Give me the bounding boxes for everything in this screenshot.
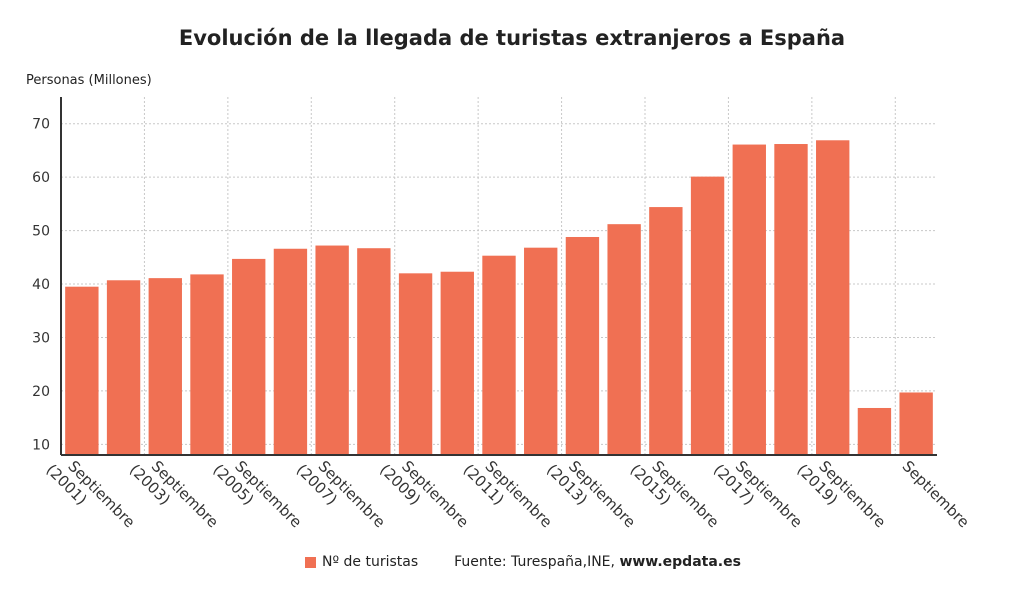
source-text: Fuente: Turespaña,INE, www.epdata.es: [454, 554, 741, 570]
x-tick-label: Septiembre(2009): [376, 448, 472, 544]
bar: [106, 280, 141, 455]
x-tick-label: Septiembre(2001): [43, 448, 139, 544]
x-tick-label: Septiembre(2013): [543, 448, 639, 544]
bar: [857, 407, 892, 455]
bar: [398, 273, 433, 455]
x-tick-label: Septiembre: [899, 457, 973, 531]
legend: Nº de turistas Fuente: Turespaña,INE, ww…: [305, 554, 741, 570]
y-tick-label: 70: [32, 117, 50, 133]
source-site: www.epdata.es: [619, 554, 741, 570]
x-tick-labels: Septiembre(2001) Septiembre(2003) Septiemb…: [43, 448, 973, 544]
bar: [899, 392, 933, 455]
bar: [440, 271, 474, 455]
x-tick-label: Septiembre(2017): [710, 448, 806, 544]
bar: [607, 224, 641, 455]
source-prefix: Fuente: Turespaña,INE,: [454, 554, 620, 570]
legend-label: Nº de turistas: [322, 554, 419, 570]
bars: [65, 140, 933, 456]
axes: [60, 97, 937, 456]
x-tick-line: Septiembre: [899, 457, 973, 531]
x-tick-label: Septiembre(2011): [460, 448, 556, 544]
bar: [524, 247, 558, 455]
y-tick-label: 40: [32, 277, 50, 293]
bar: [190, 274, 224, 455]
y-tick-labels: 10 20 30 40 50 60 70: [32, 117, 50, 454]
bar: [65, 286, 99, 455]
bar: [732, 144, 766, 455]
y-tick-label: 30: [32, 330, 50, 346]
bar: [357, 248, 391, 455]
bar: [565, 236, 600, 455]
y-tick-label: 10: [32, 437, 50, 453]
bar: [816, 140, 850, 456]
bar: [774, 144, 808, 456]
bar: [232, 258, 266, 455]
x-tick-label: Septiembre(2019): [793, 448, 889, 544]
bar: [482, 255, 516, 455]
chart-title: Evolución de la llegada de turistas extr…: [178, 26, 846, 50]
bar: [148, 278, 182, 455]
y-tick-label: 60: [32, 170, 50, 186]
y-tick-label: 50: [32, 224, 50, 240]
bar: [315, 245, 349, 455]
x-tick-label: Septiembre(2003): [126, 448, 222, 544]
y-axis-label: Personas (Millones): [26, 73, 152, 88]
bar: [649, 207, 683, 455]
bar: [690, 176, 725, 455]
legend-swatch: [305, 556, 316, 568]
y-tick-label: 20: [32, 384, 50, 400]
bar: [273, 248, 308, 455]
x-tick-label: Septiembre(2005): [209, 448, 305, 544]
x-tick-label: Septiembre(2007): [293, 448, 389, 544]
x-tick-label: Septiembre(2015): [627, 448, 723, 544]
